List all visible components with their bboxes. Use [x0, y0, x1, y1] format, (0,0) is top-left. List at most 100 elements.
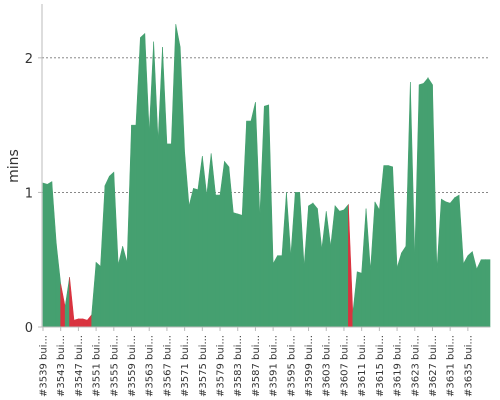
x-tick-label: #3539 bui...	[39, 335, 50, 397]
y-tick-label: 1	[25, 186, 33, 201]
build-area	[113, 172, 119, 328]
build-area	[228, 166, 234, 328]
build-area	[126, 125, 132, 328]
build-area	[100, 185, 106, 328]
build-area	[379, 165, 385, 328]
build-area	[471, 251, 478, 328]
build-area	[325, 211, 331, 328]
build-area	[51, 181, 57, 328]
build-area	[370, 201, 376, 328]
build-area	[157, 47, 163, 328]
x-tick-label: #3567 bui...	[162, 335, 173, 397]
build-area	[476, 259, 482, 328]
x-tick-label: #3635 bui...	[463, 335, 474, 397]
build-area	[272, 255, 278, 328]
y-tick-label: 2	[25, 52, 33, 67]
build-area	[250, 102, 256, 328]
build-area	[263, 104, 270, 328]
build-area	[427, 77, 433, 328]
build-area	[162, 47, 168, 328]
build-area	[277, 255, 283, 328]
build-area	[109, 171, 115, 328]
build-area	[188, 188, 194, 328]
failed-build-area	[82, 318, 88, 328]
build-area	[193, 187, 199, 328]
build-area	[91, 262, 97, 328]
build-area	[361, 208, 367, 328]
build-area	[197, 156, 203, 328]
build-area	[286, 192, 292, 328]
build-area	[387, 165, 393, 328]
build-area	[432, 84, 438, 328]
build-area	[396, 252, 402, 328]
build-area	[374, 201, 380, 328]
build-area	[454, 194, 460, 328]
build-area	[95, 261, 101, 328]
build-area	[312, 202, 318, 328]
build-area	[401, 245, 407, 328]
build-area	[281, 192, 287, 328]
build-area	[148, 41, 154, 328]
build-area	[55, 243, 62, 328]
failed-build-area	[348, 204, 354, 328]
x-tick-label: #3611 bui...	[357, 335, 368, 397]
build-area	[184, 152, 190, 328]
build-area	[449, 196, 455, 328]
y-axis-label: mins	[6, 149, 22, 183]
build-area	[144, 33, 150, 328]
failed-build-area	[73, 318, 79, 328]
build-area	[135, 37, 141, 328]
build-area	[334, 205, 340, 328]
build-area	[259, 106, 265, 328]
x-tick-label: #3631 bui...	[446, 335, 457, 397]
x-tick-label: #3599 bui...	[304, 335, 315, 397]
x-tick-label: #3579 bui...	[216, 335, 227, 397]
x-tick-label: #3555 bui...	[109, 335, 120, 397]
build-area	[224, 160, 230, 328]
x-tick-label: #3563 bui...	[145, 335, 156, 397]
build-area	[423, 77, 429, 328]
x-tick-labels: #3539 bui... #3543 bui... #3547 bui... #355…	[39, 327, 474, 397]
build-area	[294, 192, 300, 328]
build-area	[445, 201, 451, 328]
build-area	[299, 192, 305, 328]
build-area	[206, 153, 212, 328]
x-tick-label: #3603 bui...	[322, 335, 333, 397]
x-tick-label: #3623 bui...	[410, 335, 421, 397]
x-tick-label: #3619 bui...	[393, 335, 404, 397]
x-tick-label: #3627 bui...	[428, 335, 439, 397]
y-tick-label: 0	[25, 321, 33, 336]
build-area	[219, 161, 225, 328]
build-area	[268, 104, 274, 328]
x-tick-label: #3583 bui...	[233, 335, 244, 397]
build-area	[303, 205, 309, 328]
build-area	[485, 259, 491, 328]
failed-build-area	[60, 283, 66, 328]
failed-build-area	[78, 318, 84, 328]
build-area	[339, 209, 345, 328]
y-tick-labels: 0 1 2	[25, 52, 42, 336]
build-area	[104, 176, 110, 328]
build-area	[321, 211, 327, 328]
build-area	[317, 208, 323, 328]
x-tick-label: #3551 bui...	[92, 335, 103, 397]
build-area	[153, 41, 159, 328]
build-area	[215, 194, 221, 328]
build-area	[405, 82, 411, 328]
build-area	[436, 199, 442, 328]
build-area	[463, 255, 469, 328]
build-area	[410, 82, 416, 328]
build-area	[255, 102, 261, 328]
build-area	[392, 166, 398, 328]
x-tick-label: #3595 bui...	[286, 335, 297, 397]
x-tick-label: #3591 bui...	[269, 335, 280, 397]
build-area	[237, 213, 243, 328]
build-area	[64, 277, 70, 328]
x-tick-label: #3587 bui...	[251, 335, 262, 397]
build-area	[458, 195, 464, 328]
x-tick-label: #3547 bui...	[74, 335, 85, 397]
build-area	[42, 182, 48, 328]
build-area	[166, 143, 172, 328]
build-area	[175, 24, 181, 328]
